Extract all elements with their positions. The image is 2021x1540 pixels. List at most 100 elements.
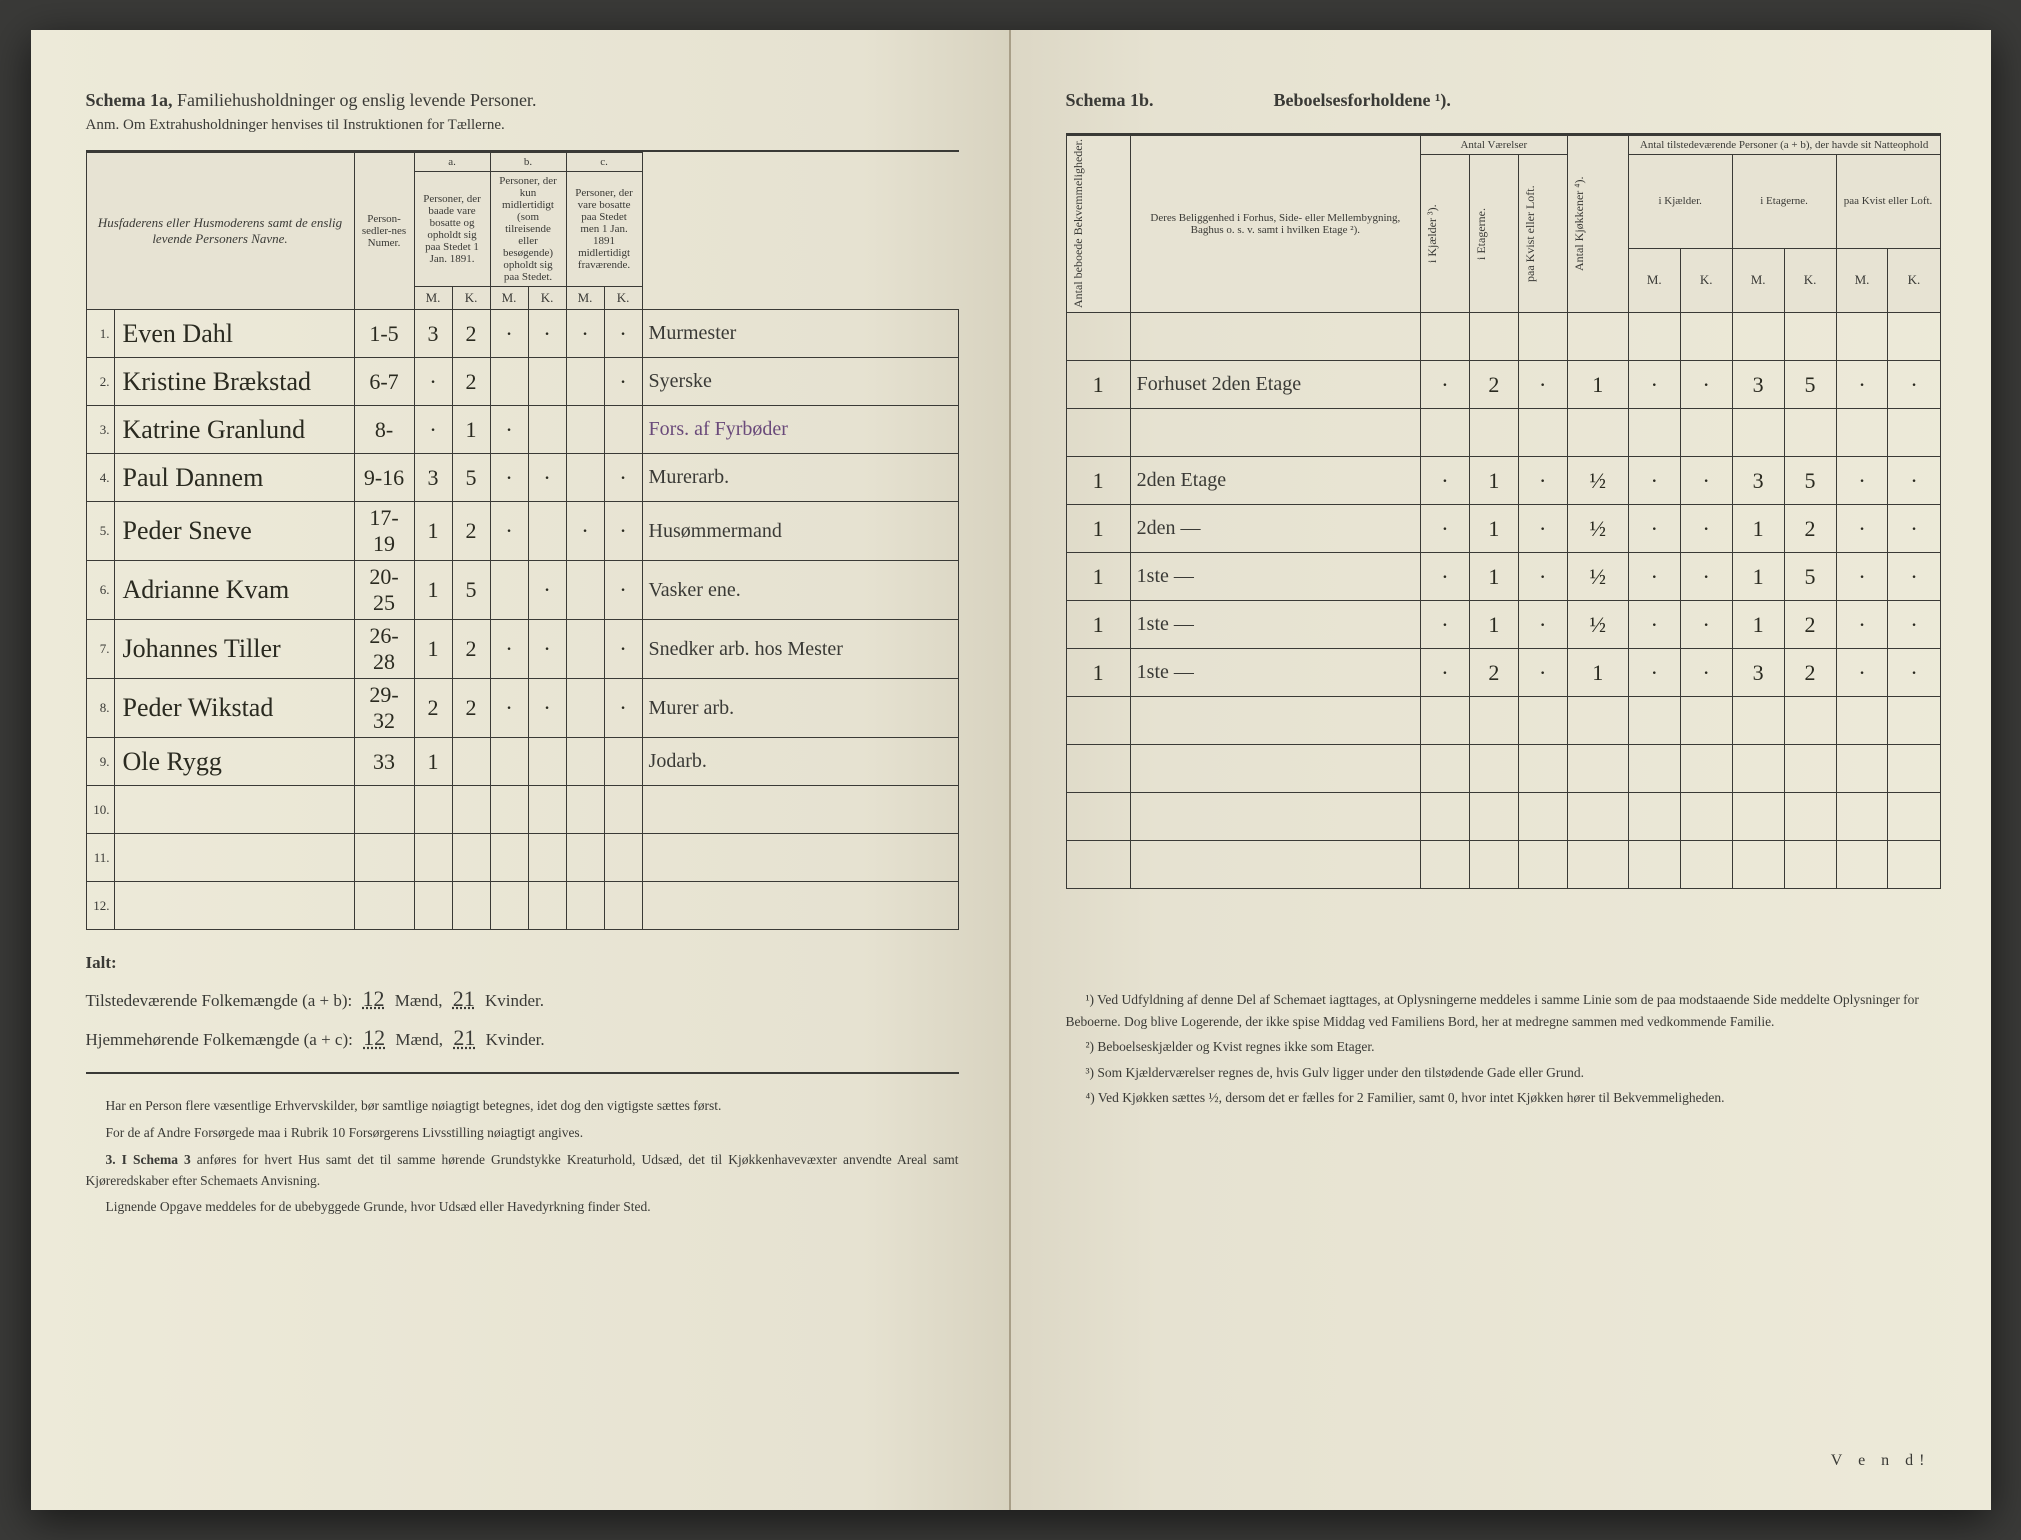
col-etag: i Etagerne. (1469, 155, 1518, 313)
tot2-k: 21 (447, 1025, 481, 1050)
col-name: Husfaderens eller Husmoderens samt de en… (86, 153, 354, 310)
kvist: · (1518, 505, 1567, 553)
row-num: 2. (86, 358, 114, 406)
kjok (1567, 841, 1628, 889)
person-name: Paul Dannem (114, 454, 354, 502)
c-m (566, 406, 604, 454)
pk-m (1628, 409, 1680, 457)
kjeld: · (1420, 649, 1469, 697)
table-row: 10. (86, 786, 958, 834)
pk-k (1680, 409, 1732, 457)
etag: 2 (1469, 361, 1518, 409)
bekv: 1 (1066, 457, 1130, 505)
left-title: Schema 1a, Familiehusholdninger og ensli… (86, 90, 959, 111)
pe-m (1732, 409, 1784, 457)
pv-k: · (1888, 553, 1940, 601)
tot1-k-u: Kvinder. (485, 991, 544, 1010)
b-k: · (528, 454, 566, 502)
rk3: K. (1888, 248, 1940, 312)
c-k: · (604, 454, 642, 502)
pe-m (1732, 841, 1784, 889)
pk-k: · (1680, 553, 1732, 601)
pe-m (1732, 313, 1784, 361)
person-name (114, 882, 354, 930)
occupation (642, 834, 958, 882)
pe-k (1784, 409, 1836, 457)
b-k: · (528, 620, 566, 679)
table-row: 2.Kristine Brækstad6-7·2·Syerske (86, 358, 958, 406)
c-m (566, 454, 604, 502)
fn2: ²) Beboelseskjælder og Kvist regnes ikke… (1066, 1036, 1941, 1058)
pk-k (1680, 793, 1732, 841)
row-num: 10. (86, 786, 114, 834)
col-belig: Deres Beliggenhed i Forhus, Side- eller … (1130, 136, 1420, 313)
table-row: 11ste —·2·1··32·· (1066, 649, 1940, 697)
tot2-m: 12 (357, 1025, 391, 1050)
fp1: Har en Person flere væsentlige Erhvervsk… (86, 1096, 959, 1117)
kjeld (1420, 313, 1469, 361)
tot1-m: 12 (357, 986, 391, 1011)
h-m2: M. (490, 287, 528, 310)
fn3: ³) Som Kjælderværelser regnes de, hvis G… (1066, 1062, 1941, 1084)
kjok: ½ (1567, 457, 1628, 505)
pk-m (1628, 793, 1680, 841)
row-num: 12. (86, 882, 114, 930)
pe-m: 1 (1732, 601, 1784, 649)
a-m: · (414, 406, 452, 454)
b-m: · (490, 406, 528, 454)
bekv (1066, 697, 1130, 745)
kjeld: · (1420, 361, 1469, 409)
b-m (490, 882, 528, 930)
kjeld: · (1420, 457, 1469, 505)
pv-m: · (1836, 649, 1888, 697)
c-m (566, 786, 604, 834)
occupation: Murerarb. (642, 454, 958, 502)
person-name (114, 834, 354, 882)
table-row (1066, 841, 1940, 889)
occupation: Snedker arb. hos Mester (642, 620, 958, 679)
occupation: Murmester (642, 310, 958, 358)
fp3-lead: 3. I Schema 3 (106, 1152, 191, 1167)
pk-k: · (1680, 457, 1732, 505)
location: 1ste — (1130, 601, 1420, 649)
sedler-num: 6-7 (354, 358, 414, 406)
rm2: M. (1732, 248, 1784, 312)
kvist: · (1518, 601, 1567, 649)
kjeld (1420, 841, 1469, 889)
title-1b: Schema 1b. (1066, 90, 1154, 111)
b-k: · (528, 561, 566, 620)
location: 2den — (1130, 505, 1420, 553)
etag (1469, 313, 1518, 361)
kvist (1518, 313, 1567, 361)
etag: 1 (1469, 505, 1518, 553)
pk-k (1680, 697, 1732, 745)
pv-m (1836, 793, 1888, 841)
a-m: 1 (414, 620, 452, 679)
col-kjok: Antal Kjøkkener ⁴). (1567, 136, 1628, 313)
row-num: 3. (86, 406, 114, 454)
pv-m (1836, 745, 1888, 793)
totals: Ialt: Tilstedeværende Folkemængde (a + b… (86, 948, 959, 1058)
table-row: 11ste —·1·½··15·· (1066, 553, 1940, 601)
pv-k (1888, 745, 1940, 793)
person-name (114, 786, 354, 834)
pe-m (1732, 793, 1784, 841)
pe-m (1732, 745, 1784, 793)
row-num: 5. (86, 502, 114, 561)
sedler-num (354, 786, 414, 834)
pk-m (1628, 697, 1680, 745)
tot1-m-u: Mænd, (395, 991, 443, 1010)
vend: V e n d! (1831, 1452, 1931, 1470)
a-m: 2 (414, 679, 452, 738)
table-row: 12den —·1·½··12·· (1066, 505, 1940, 553)
b-m (490, 834, 528, 882)
fp4: Lignende Opgave meddeles for de ubebygge… (86, 1197, 959, 1218)
pe-m (1732, 697, 1784, 745)
pe-k (1784, 745, 1836, 793)
pk-k: · (1680, 505, 1732, 553)
pv-m (1836, 697, 1888, 745)
rk2: K. (1784, 248, 1836, 312)
c-k (604, 834, 642, 882)
b-k (528, 502, 566, 561)
col-kvist: paa Kvist eller Loft. (1518, 155, 1567, 313)
